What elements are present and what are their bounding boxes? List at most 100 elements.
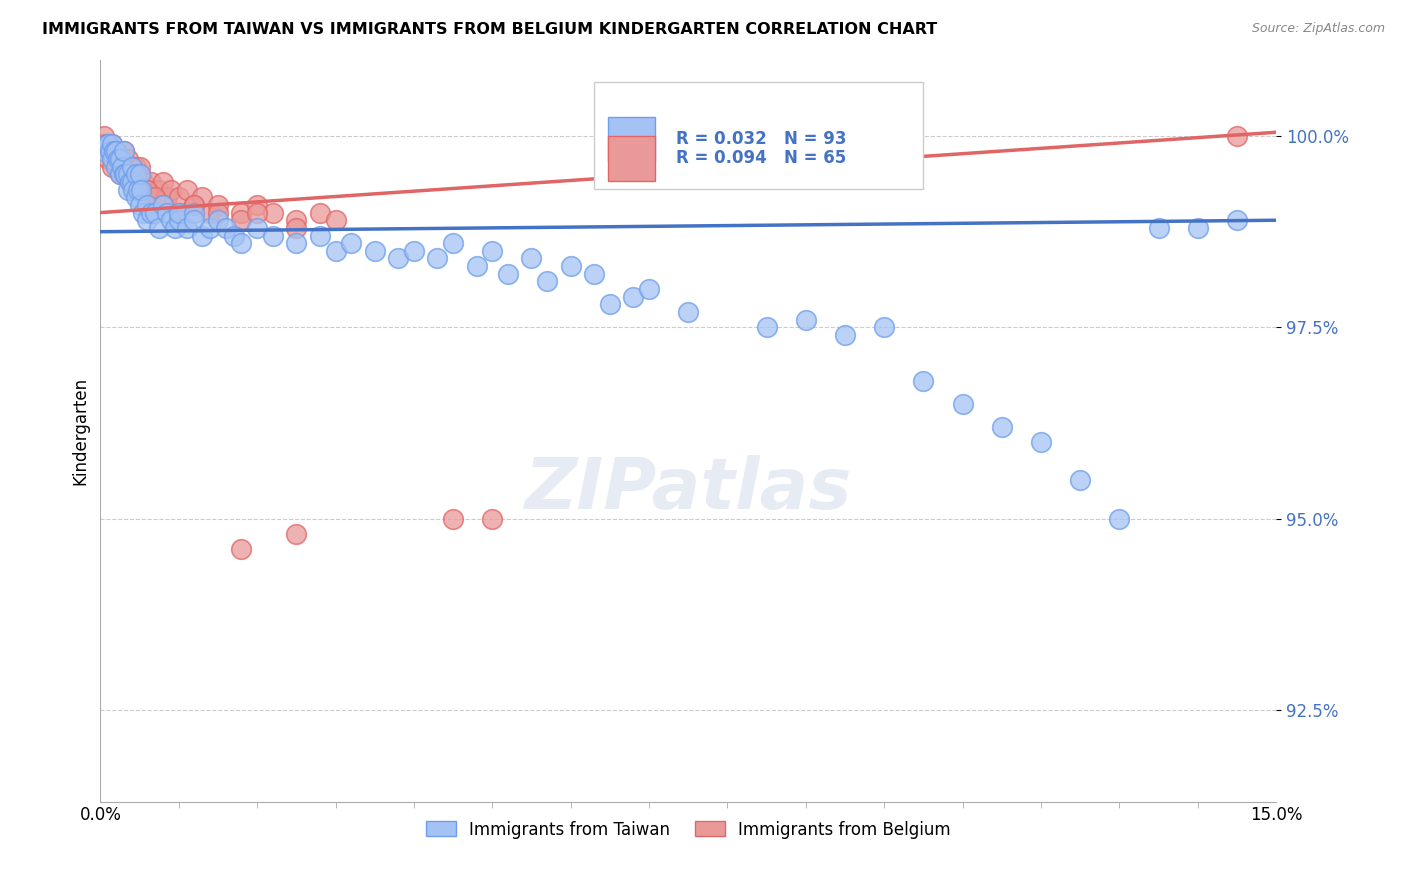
Point <box>132 175 155 189</box>
Point <box>873 320 896 334</box>
Point <box>141 205 163 219</box>
Text: Source: ZipAtlas.com: Source: ZipAtlas.com <box>1251 22 1385 36</box>
Point <box>105 152 128 166</box>
Point <box>1226 213 1249 227</box>
Point <box>536 275 558 289</box>
Point <box>121 175 143 189</box>
Point <box>93 145 115 159</box>
Point <box>124 183 146 197</box>
Point <box>96 136 118 151</box>
Point <box>124 167 146 181</box>
Point <box>246 220 269 235</box>
Point <box>108 152 131 166</box>
Point <box>1029 435 1052 450</box>
Point <box>152 198 174 212</box>
Point <box>103 145 125 159</box>
Point <box>108 152 131 166</box>
Point <box>148 220 170 235</box>
Point <box>152 175 174 189</box>
Point <box>105 145 128 159</box>
Point <box>441 236 464 251</box>
Point <box>117 167 139 181</box>
Point <box>246 198 269 212</box>
Point <box>285 220 308 235</box>
Point <box>117 183 139 197</box>
Point <box>583 267 606 281</box>
Point <box>426 252 449 266</box>
Point <box>912 374 935 388</box>
Point <box>176 220 198 235</box>
Point <box>246 205 269 219</box>
Point <box>120 167 142 181</box>
Point <box>560 259 582 273</box>
Point <box>112 145 135 159</box>
Point <box>1187 220 1209 235</box>
Point <box>183 198 205 212</box>
Point <box>1108 511 1130 525</box>
Point <box>167 190 190 204</box>
Point <box>103 145 125 159</box>
Point <box>111 152 134 166</box>
Point <box>143 190 166 204</box>
Point <box>105 160 128 174</box>
Point <box>990 419 1012 434</box>
Point <box>98 145 121 159</box>
Point <box>98 145 121 159</box>
Point <box>111 160 134 174</box>
Point <box>120 175 142 189</box>
Point <box>231 236 253 251</box>
Point <box>107 152 129 166</box>
Point <box>97 152 120 166</box>
Point <box>167 205 190 219</box>
Point <box>676 305 699 319</box>
Point <box>96 145 118 159</box>
Point <box>152 198 174 212</box>
Point <box>136 183 159 197</box>
Point <box>496 267 519 281</box>
Point <box>481 244 503 258</box>
Point <box>108 167 131 181</box>
Point <box>127 183 149 197</box>
Point <box>122 183 145 197</box>
Text: R = 0.032   N = 93: R = 0.032 N = 93 <box>676 130 846 148</box>
Legend: Immigrants from Taiwan, Immigrants from Belgium: Immigrants from Taiwan, Immigrants from … <box>419 814 957 846</box>
Text: R = 0.094   N = 65: R = 0.094 N = 65 <box>676 149 846 168</box>
Point <box>465 259 488 273</box>
FancyBboxPatch shape <box>609 117 655 161</box>
Point <box>114 167 136 181</box>
Point <box>156 205 179 219</box>
Point <box>105 145 128 159</box>
Point <box>325 244 347 258</box>
Point <box>167 205 190 219</box>
Point <box>402 244 425 258</box>
Point <box>117 152 139 166</box>
Point <box>101 152 124 166</box>
Point <box>441 511 464 525</box>
Point <box>231 205 253 219</box>
Point <box>128 160 150 174</box>
Point <box>207 213 229 227</box>
Point <box>325 213 347 227</box>
Point <box>101 136 124 151</box>
Point <box>285 213 308 227</box>
Point <box>207 198 229 212</box>
Point <box>222 228 245 243</box>
Point <box>121 160 143 174</box>
Point <box>160 183 183 197</box>
Point <box>107 160 129 174</box>
Point <box>340 236 363 251</box>
Point <box>1069 473 1091 487</box>
Point <box>129 183 152 197</box>
Point <box>124 190 146 204</box>
Y-axis label: Kindergarten: Kindergarten <box>72 376 89 484</box>
Point <box>141 175 163 189</box>
Point <box>101 160 124 174</box>
Point <box>128 167 150 181</box>
Point <box>136 213 159 227</box>
Point <box>94 136 117 151</box>
Point <box>191 190 214 204</box>
Point <box>163 220 186 235</box>
Point <box>148 183 170 197</box>
Point <box>363 244 385 258</box>
Point <box>101 136 124 151</box>
